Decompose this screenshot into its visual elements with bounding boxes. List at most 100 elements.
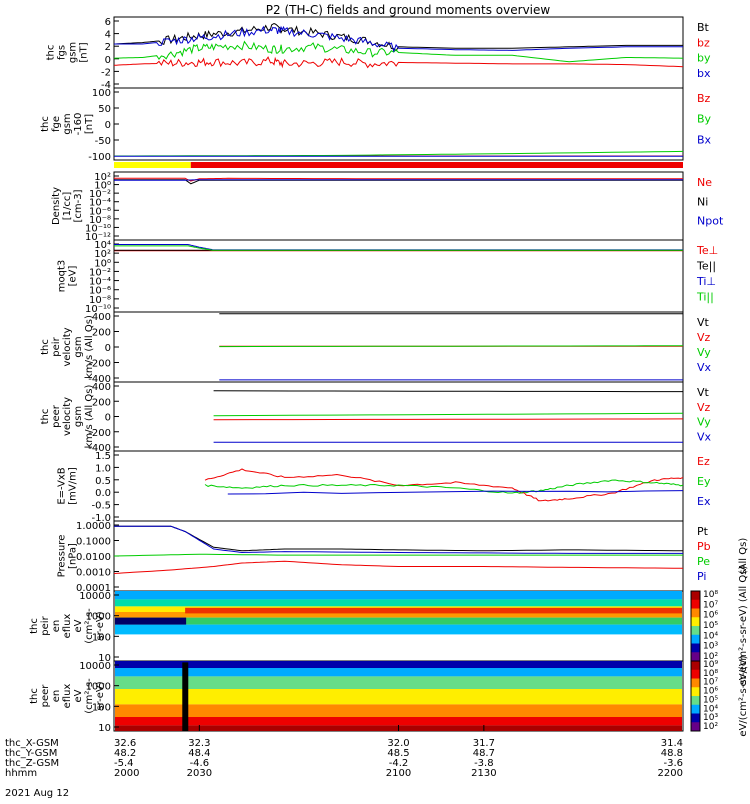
y-tick-label: -50: [95, 136, 111, 147]
x-axis-row-label: thc_Y-GSM: [5, 748, 57, 759]
spectrogram-block: [115, 617, 187, 625]
colorbar-tick-label: 10⁵: [703, 621, 718, 631]
y-axis-label: peir: [51, 336, 62, 356]
x-axis-value: 2030: [187, 768, 212, 779]
y-tick-label: 0.5: [95, 476, 111, 487]
y-axis-label: en: [51, 620, 62, 633]
y-tick-label: 10⁻²: [89, 189, 111, 200]
y-tick-label: 0.1000: [76, 537, 111, 548]
y-axis-label: peir: [40, 615, 51, 635]
y-tick-label: 0: [105, 413, 111, 424]
spectrogram-band: [115, 617, 682, 625]
y-axis-label: [cm-3]: [73, 189, 84, 222]
y-tick-label: 0.0010: [76, 568, 111, 579]
y-axis-label: peer: [40, 684, 51, 708]
x-axis-value: 48.5: [387, 748, 409, 759]
colorbar-tick-label: 10²: [703, 722, 718, 732]
series-line-Pi: [114, 525, 683, 554]
x-axis-row-label: hhmm: [5, 768, 37, 779]
y-tick-label: 0: [105, 343, 111, 354]
spectrogram-band: [115, 676, 682, 689]
series-line-Ti||: [114, 245, 683, 251]
y-tick-label: 4: [105, 30, 111, 41]
y-axis-label: km/s (All Qs): [84, 385, 95, 449]
legend-Ey: Ey: [697, 475, 711, 488]
spectrogram-band: [115, 591, 682, 600]
y-axis-label: eV: [73, 689, 84, 702]
y-axis-label: thc: [29, 618, 40, 634]
y-tick-label: 200: [92, 328, 111, 339]
colorbar-tick-label: 10⁴: [703, 631, 718, 641]
y-axis-label: [1/cc]: [62, 192, 73, 221]
y-tick-label: 10⁻⁴: [89, 277, 111, 288]
y-axis-label: [nT]: [84, 114, 95, 134]
legend-Ez: Ez: [697, 455, 710, 468]
colorbar-tick-label: 10³: [703, 713, 718, 723]
series-line-Ex: [227, 490, 684, 495]
legend-Vy: Vy: [697, 416, 711, 429]
y-tick-label: 100: [92, 702, 111, 713]
colorbar-tick-label: 10⁷: [703, 678, 718, 688]
y-tick-label: 1.5: [95, 451, 111, 462]
colorbar-tick-label: 10⁵: [703, 695, 718, 705]
y-tick-label: -100: [88, 152, 111, 163]
legend-Vy: Vy: [697, 346, 711, 359]
legend-Pe: Pe: [697, 555, 710, 568]
panel-side-label: (All Qs): [738, 538, 749, 575]
legend-Vt: Vt: [697, 386, 710, 399]
y-tick-label: 0.0: [95, 488, 111, 499]
legend-Ne: Ne: [697, 176, 712, 189]
x-axis-value: 32.6: [114, 738, 136, 749]
series-line-Vy: [219, 345, 683, 348]
y-tick-label: 10⁰: [94, 181, 111, 192]
y-tick-label: 10⁻²: [89, 267, 111, 278]
y-tick-label: -200: [88, 428, 111, 439]
legend-bz: bz: [697, 36, 710, 49]
legend-Vt: Vt: [697, 316, 710, 329]
x-axis-date: 2021 Aug 12: [5, 788, 69, 799]
x-axis-value: -5.4: [114, 758, 134, 769]
x-axis-value: -3.6: [663, 758, 683, 769]
y-tick-label: -4: [101, 80, 111, 91]
spectrogram-band: [115, 689, 682, 705]
y-tick-label: 10⁻⁸: [89, 295, 111, 306]
y-axis-label: eV: [73, 619, 84, 632]
legend-Vx: Vx: [697, 361, 712, 374]
y-tick-label: 10: [98, 653, 111, 664]
y-tick-label: 1.0: [95, 463, 111, 474]
y-axis-label: Density: [51, 187, 62, 225]
spectrogram-band: [115, 668, 682, 677]
series-line-Vz: [213, 418, 684, 421]
y-axis-label: en: [51, 690, 62, 703]
y-axis-label: gsm: [73, 336, 84, 357]
x-axis-value: -4.6: [190, 758, 210, 769]
y-axis-label: -160: [73, 113, 84, 136]
y-tick-label: 10⁻⁶: [89, 286, 111, 297]
legend-Te⊥: Te⊥: [696, 244, 718, 257]
y-axis-label: eflux: [62, 684, 73, 709]
y-tick-label: 1000: [86, 612, 111, 623]
legend-Pt: Pt: [697, 525, 709, 538]
legend-Pb: Pb: [697, 540, 711, 553]
y-tick-label: 10⁻¹²: [85, 232, 111, 243]
mode-bar-fast: [190, 162, 683, 168]
spectrogram-band: [115, 612, 682, 618]
x-axis-value: -4.2: [389, 758, 409, 769]
x-axis-value: 32.0: [387, 738, 409, 749]
colorbar-label: eV/(cm²-s-sr-eV) (All Qs): [738, 566, 749, 687]
x-axis-value: 48.7: [473, 748, 495, 759]
colorbar-segment: [691, 626, 700, 636]
x-axis-value: 31.7: [473, 738, 495, 749]
y-axis-label: E=-VxB: [57, 467, 68, 504]
y-tick-label: 100: [92, 88, 111, 99]
colorbar-tick-label: 10⁴: [703, 704, 718, 714]
legend-Vz: Vz: [697, 331, 711, 344]
spectrogram-band: [115, 661, 682, 668]
series-line-Pb: [113, 560, 684, 574]
y-tick-label: 0.0100: [76, 552, 111, 563]
colorbar-segment: [691, 696, 700, 706]
y-tick-label: 400: [92, 382, 111, 393]
y-tick-label: 6: [105, 17, 111, 28]
